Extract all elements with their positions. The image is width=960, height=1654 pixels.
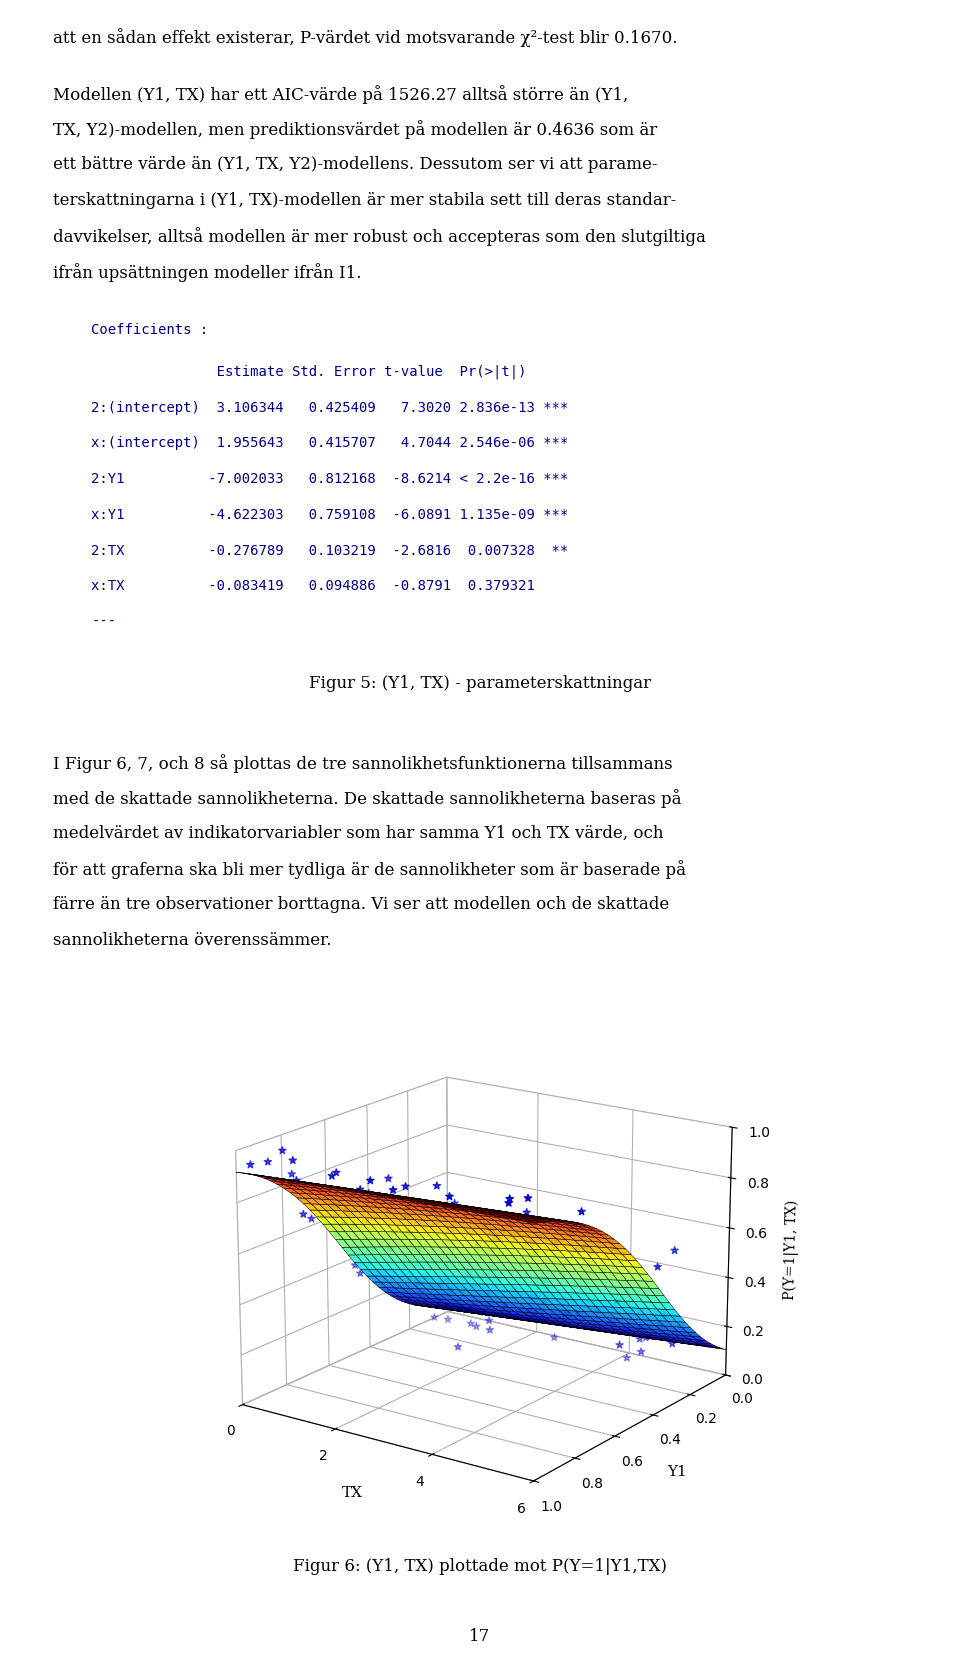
Text: att en sådan effekt existerar, P-värdet vid motsvarande χ²-test blir 0.1670.: att en sådan effekt existerar, P-värdet … xyxy=(53,28,678,46)
Text: Figur 6: (Y1, TX) plottade mot P(Y=1|Y1,TX): Figur 6: (Y1, TX) plottade mot P(Y=1|Y1,… xyxy=(293,1558,667,1575)
Text: 2:(intercept)  3.106344   0.425409   7.3020 2.836e-13 ***: 2:(intercept) 3.106344 0.425409 7.3020 2… xyxy=(91,400,568,415)
Text: TX, Y2)-modellen, men prediktionsvärdet på modellen är 0.4636 som är: TX, Y2)-modellen, men prediktionsvärdet … xyxy=(53,121,657,139)
Text: sannolikheterna överenssämmer.: sannolikheterna överenssämmer. xyxy=(53,931,331,948)
Text: x:TX          -0.083419   0.094886  -0.8791  0.379321: x:TX -0.083419 0.094886 -0.8791 0.379321 xyxy=(91,579,561,594)
X-axis label: TX: TX xyxy=(342,1487,363,1500)
Text: 17: 17 xyxy=(469,1628,491,1644)
Text: x:Y1          -4.622303   0.759108  -6.0891 1.135e-09 ***: x:Y1 -4.622303 0.759108 -6.0891 1.135e-0… xyxy=(91,508,568,521)
Text: I Figur 6, 7, och 8 så plottas de tre sannolikhetsfunktionerna tillsammans: I Figur 6, 7, och 8 så plottas de tre sa… xyxy=(53,754,672,772)
Text: ett bättre värde än (Y1, TX, Y2)-modellens. Dessutom ser vi att parame-: ett bättre värde än (Y1, TX, Y2)-modelle… xyxy=(53,155,658,174)
Text: ---: --- xyxy=(91,615,116,629)
Text: x:(intercept)  1.955643   0.415707   4.7044 2.546e-06 ***: x:(intercept) 1.955643 0.415707 4.7044 2… xyxy=(91,437,568,450)
Text: Coefficients :: Coefficients : xyxy=(91,323,208,337)
Text: färre än tre observationer borttagna. Vi ser att modellen och de skattade: färre än tre observationer borttagna. Vi… xyxy=(53,896,669,913)
Text: 2:Y1          -7.002033   0.812168  -8.6214 < 2.2e-16 ***: 2:Y1 -7.002033 0.812168 -8.6214 < 2.2e-1… xyxy=(91,471,568,486)
Text: ifrån upsättningen modeller ifrån I1.: ifrån upsättningen modeller ifrån I1. xyxy=(53,263,361,281)
Text: för att graferna ska bli mer tydliga är de sannolikheter som är baserade på: för att graferna ska bli mer tydliga är … xyxy=(53,860,685,880)
Y-axis label: Y1: Y1 xyxy=(667,1465,686,1479)
Text: Figur 5: (Y1, TX) - parameterskattningar: Figur 5: (Y1, TX) - parameterskattningar xyxy=(309,675,651,693)
Text: med de skattade sannolikheterna. De skattade sannolikheterna baseras på: med de skattade sannolikheterna. De skat… xyxy=(53,789,682,809)
Text: davvikelser, alltså modellen är mer robust och accepteras som den slutgiltiga: davvikelser, alltså modellen är mer robu… xyxy=(53,227,706,246)
Text: Estimate Std. Error t-value  Pr(>|t|): Estimate Std. Error t-value Pr(>|t|) xyxy=(91,366,527,379)
Text: medelvärdet av indikatorvariabler som har samma Y1 och TX värde, och: medelvärdet av indikatorvariabler som ha… xyxy=(53,825,663,842)
Text: 2:TX          -0.276789   0.103219  -2.6816  0.007328  **: 2:TX -0.276789 0.103219 -2.6816 0.007328… xyxy=(91,544,568,557)
Text: Modellen (Y1, TX) har ett AIC-värde på 1526.27 alltså större än (Y1,: Modellen (Y1, TX) har ett AIC-värde på 1… xyxy=(53,84,628,104)
Text: terskattningarna i (Y1, TX)-modellen är mer stabila sett till deras standar-: terskattningarna i (Y1, TX)-modellen är … xyxy=(53,192,676,208)
